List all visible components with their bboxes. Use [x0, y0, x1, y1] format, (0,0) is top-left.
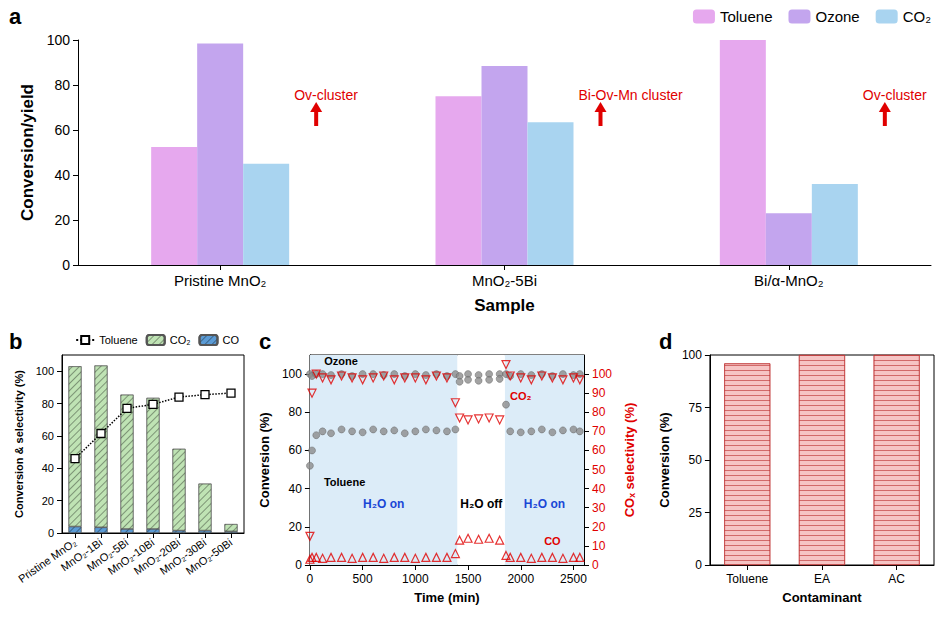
svg-text:Bi-Ov-Mn cluster: Bi-Ov-Mn cluster	[579, 87, 684, 103]
svg-text:40: 40	[289, 482, 303, 496]
svg-text:a: a	[9, 4, 22, 29]
svg-text:10: 10	[592, 539, 606, 553]
svg-text:40: 40	[54, 167, 70, 183]
svg-text:Conversion & selectivity (%): Conversion & selectivity (%)	[13, 370, 25, 518]
svg-text:Ozone: Ozone	[324, 355, 358, 367]
svg-text:CO: CO	[223, 334, 240, 346]
svg-text:AC: AC	[888, 572, 905, 586]
svg-text:2500: 2500	[560, 572, 587, 586]
svg-text:d: d	[659, 329, 672, 354]
svg-text:CO₂: CO₂	[903, 8, 932, 25]
svg-text:Conversion (%): Conversion (%)	[657, 412, 672, 507]
svg-text:MnO₂-10Bi: MnO₂-10Bi	[105, 536, 157, 577]
svg-text:MnO₂-5Bi: MnO₂-5Bi	[84, 536, 131, 574]
svg-text:80: 80	[42, 398, 54, 410]
svg-text:70: 70	[592, 424, 606, 438]
svg-text:50: 50	[689, 453, 703, 467]
svg-text:Pristine MnO₂: Pristine MnO₂	[174, 272, 267, 289]
svg-text:20: 20	[54, 212, 70, 228]
svg-text:Ozone: Ozone	[815, 8, 859, 25]
svg-text:EA: EA	[814, 572, 830, 586]
svg-text:100: 100	[282, 367, 302, 381]
svg-text:0: 0	[295, 558, 302, 572]
svg-text:H₂O on: H₂O on	[524, 497, 565, 511]
svg-text:1500: 1500	[455, 572, 482, 586]
svg-text:Ov-cluster: Ov-cluster	[863, 87, 927, 103]
svg-text:40: 40	[592, 482, 606, 496]
svg-text:30: 30	[592, 501, 606, 515]
svg-text:H₂O off: H₂O off	[460, 497, 503, 511]
svg-text:Toluene: Toluene	[324, 476, 365, 488]
svg-text:20: 20	[289, 520, 303, 534]
svg-text:Toluene: Toluene	[99, 334, 138, 346]
svg-text:25: 25	[689, 506, 703, 520]
svg-text:100: 100	[682, 348, 702, 362]
svg-text:COₓ selectivity (%): COₓ selectivity (%)	[622, 403, 637, 518]
svg-text:2000: 2000	[507, 572, 534, 586]
svg-text:80: 80	[592, 405, 606, 419]
svg-text:50: 50	[592, 463, 606, 477]
svg-text:Toluene: Toluene	[720, 8, 773, 25]
svg-text:Conversion (%): Conversion (%)	[257, 412, 272, 507]
svg-text:40: 40	[42, 462, 54, 474]
svg-text:0: 0	[307, 572, 314, 586]
svg-text:MnO₂-30Bi: MnO₂-30Bi	[157, 536, 209, 577]
svg-text:Bi/α-MnO₂: Bi/α-MnO₂	[754, 272, 824, 289]
svg-text:c: c	[259, 329, 271, 354]
svg-text:0: 0	[695, 558, 702, 572]
svg-text:CO₂: CO₂	[510, 390, 532, 402]
svg-text:Contaminant: Contaminant	[782, 590, 862, 605]
svg-text:Toluene: Toluene	[726, 572, 768, 586]
svg-text:Conversion/yield: Conversion/yield	[18, 84, 37, 221]
svg-text:60: 60	[289, 443, 303, 457]
svg-text:0: 0	[62, 257, 70, 273]
svg-text:90: 90	[592, 386, 606, 400]
svg-text:Ov-cluster: Ov-cluster	[294, 87, 358, 103]
svg-text:MnO₂-5Bi: MnO₂-5Bi	[472, 272, 537, 289]
svg-text:100: 100	[592, 367, 612, 381]
svg-text:100: 100	[36, 365, 54, 377]
svg-text:MnO₂-50Bi: MnO₂-50Bi	[184, 536, 235, 577]
svg-text:80: 80	[54, 77, 70, 93]
svg-text:60: 60	[42, 430, 54, 442]
svg-text:0: 0	[48, 527, 54, 539]
svg-text:CO₂: CO₂	[170, 334, 191, 346]
svg-text:b: b	[9, 329, 22, 354]
svg-text:20: 20	[592, 520, 606, 534]
svg-text:Time (min): Time (min)	[414, 590, 480, 605]
svg-text:500: 500	[353, 572, 373, 586]
svg-text:20: 20	[42, 495, 54, 507]
svg-text:Sample: Sample	[474, 296, 534, 315]
svg-text:60: 60	[54, 122, 70, 138]
svg-text:Pristine MnO₂: Pristine MnO₂	[16, 536, 79, 585]
svg-text:H₂O on: H₂O on	[363, 497, 404, 511]
svg-text:MnO₂-1Bi: MnO₂-1Bi	[58, 536, 105, 574]
svg-text:0: 0	[592, 558, 599, 572]
svg-text:1000: 1000	[402, 572, 429, 586]
svg-text:100: 100	[47, 32, 71, 48]
svg-text:MnO₂-20Bi: MnO₂-20Bi	[131, 536, 183, 577]
svg-text:60: 60	[592, 443, 606, 457]
svg-text:CO: CO	[544, 535, 561, 547]
svg-text:75: 75	[689, 401, 703, 415]
svg-text:80: 80	[289, 405, 303, 419]
